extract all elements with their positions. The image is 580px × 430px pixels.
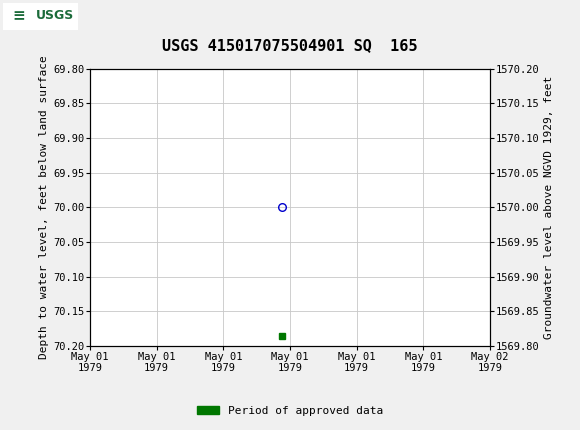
Bar: [3, 3, 78, 30]
Y-axis label: Groundwater level above NGVD 1929, feet: Groundwater level above NGVD 1929, feet: [543, 76, 553, 339]
Y-axis label: Depth to water level, feet below land surface: Depth to water level, feet below land su…: [39, 55, 49, 359]
Text: ≡: ≡: [13, 8, 26, 23]
Legend: Period of approved data: Period of approved data: [193, 401, 387, 420]
Text: USGS: USGS: [36, 9, 74, 22]
Text: USGS 415017075504901 SQ  165: USGS 415017075504901 SQ 165: [162, 38, 418, 52]
